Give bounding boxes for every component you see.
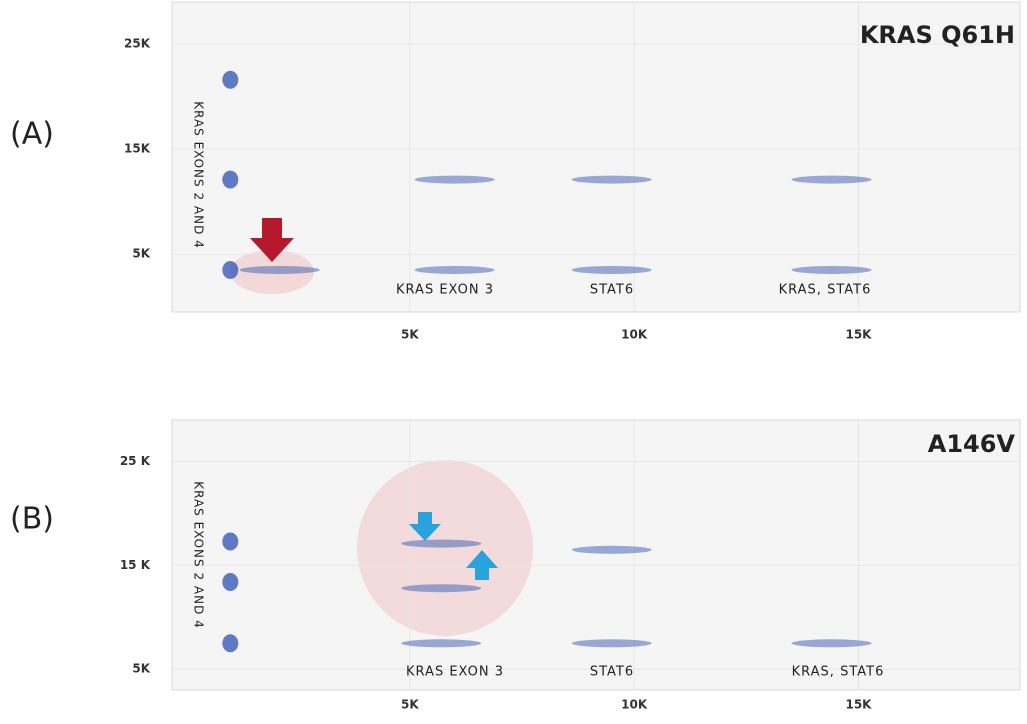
y-tick-label: 15 K xyxy=(120,558,151,572)
panel-label: (A) xyxy=(10,117,54,152)
chart-title: A146V xyxy=(928,430,1016,458)
cluster xyxy=(239,265,320,274)
annotation: STAT6 xyxy=(590,283,634,298)
cluster xyxy=(222,573,239,591)
y-tick-label: 15K xyxy=(124,142,151,156)
x-tick-label: 15K xyxy=(845,698,872,712)
y-tick-label: 25K xyxy=(124,37,151,51)
chart-title: KRAS Q61H xyxy=(860,21,1015,49)
cluster xyxy=(401,639,482,648)
cluster xyxy=(222,532,239,551)
cluster xyxy=(414,265,495,274)
cluster xyxy=(401,539,482,548)
y-tick-label: 5K xyxy=(132,662,150,676)
cluster xyxy=(222,260,239,279)
arrow xyxy=(466,550,498,580)
cluster xyxy=(571,175,652,184)
cluster xyxy=(414,175,495,184)
cluster xyxy=(571,639,652,648)
panel-label: (B) xyxy=(10,502,54,537)
arrow xyxy=(250,218,294,262)
annotation: KRAS EXON 3 xyxy=(396,283,494,298)
cluster xyxy=(791,265,872,274)
cluster xyxy=(222,70,239,89)
x-tick-label: 10K xyxy=(621,698,648,712)
cluster xyxy=(401,584,482,593)
cluster xyxy=(791,639,872,648)
annotation: KRAS, STAT6 xyxy=(792,665,885,680)
annotation: KRAS, STAT6 xyxy=(779,283,872,298)
highlight xyxy=(357,460,533,636)
y-tick-label: 25 K xyxy=(120,454,151,468)
y-tick-label: 5K xyxy=(132,247,150,261)
cluster xyxy=(571,545,652,554)
x-tick-label: 10K xyxy=(621,328,648,342)
cluster xyxy=(791,175,872,184)
cluster xyxy=(222,170,239,189)
cluster xyxy=(571,265,652,274)
plot-area xyxy=(171,419,1021,691)
x-tick-label: 5K xyxy=(401,328,419,342)
annotation: KRAS EXON 3 xyxy=(406,665,504,680)
plot-area xyxy=(171,1,1021,313)
annotation: STAT6 xyxy=(590,665,634,680)
x-tick-label: 5K xyxy=(401,698,419,712)
y-axis-label: KRAS EXONS 2 AND 4 xyxy=(192,101,206,249)
y-axis-label: KRAS EXONS 2 AND 4 xyxy=(192,481,206,629)
cluster xyxy=(222,634,239,653)
x-tick-label: 15K xyxy=(845,328,872,342)
arrow xyxy=(409,512,441,541)
